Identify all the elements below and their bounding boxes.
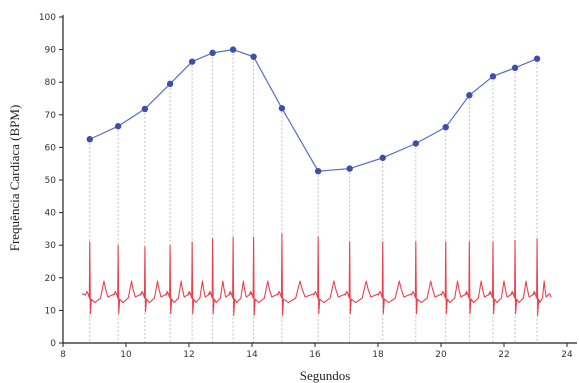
y-axis-title: Frequência Cardíaca (BPM): [7, 105, 22, 252]
heart-rate-point: [86, 136, 93, 143]
y-tick-label: 20: [45, 274, 57, 284]
y-tick-label: 80: [45, 78, 57, 88]
heart-rate-point: [466, 92, 473, 99]
heart-rate-point: [278, 105, 286, 112]
x-tick-label: 10: [120, 350, 132, 360]
heart-rate-point: [209, 49, 216, 57]
x-tick-label: 18: [372, 350, 384, 360]
heart-rate-series-group: [86, 46, 541, 175]
heart-rate-point: [511, 64, 519, 72]
y-tick-label: 100: [39, 13, 56, 23]
y-tick-label: 0: [50, 339, 56, 349]
heart-rate-point: [250, 53, 257, 60]
y-tick-label: 50: [45, 176, 57, 186]
heart-rate-point: [533, 55, 541, 62]
y-tick-label: 10: [45, 306, 57, 316]
y-tick-label: 40: [45, 209, 57, 219]
y-tick-label: 70: [45, 111, 57, 121]
heart-rate-point: [166, 80, 174, 88]
y-tick-label: 30: [45, 241, 57, 251]
y-tick-label: 90: [45, 46, 57, 56]
x-tick-label: 24: [561, 350, 573, 360]
y-tick-label: 60: [45, 143, 57, 153]
heart-rate-point: [188, 58, 196, 65]
ecg-trace-group: [81, 233, 552, 316]
x-tick-label: 22: [498, 350, 509, 360]
x-tick-label: 16: [309, 350, 321, 360]
x-axis-title: Segundos: [300, 368, 351, 383]
x-tick-label: 20: [435, 350, 447, 360]
heart-rate-point: [114, 123, 122, 130]
heart-rate-point: [346, 165, 353, 172]
x-tick-label: 14: [246, 350, 258, 360]
tick-labels: 0 10 20 30 40 50 60 70 80 90 100 8 10 12 14 16 18 20 22 24: [39, 13, 573, 360]
x-tick-label: 8: [60, 350, 66, 360]
heart-rate-point: [489, 73, 497, 80]
heart-rate-point: [442, 123, 449, 131]
ecg-trace-line: [81, 233, 552, 316]
heart-rate-line: [89, 48, 538, 172]
heart-rate-point: [412, 140, 419, 147]
x-tick-label: 12: [183, 350, 194, 360]
heart-rate-point: [141, 105, 149, 113]
axes: [59, 15, 577, 347]
heart-rate-point: [379, 154, 386, 162]
heart-rate-point: [314, 167, 322, 175]
heart-rate-point: [229, 46, 237, 53]
